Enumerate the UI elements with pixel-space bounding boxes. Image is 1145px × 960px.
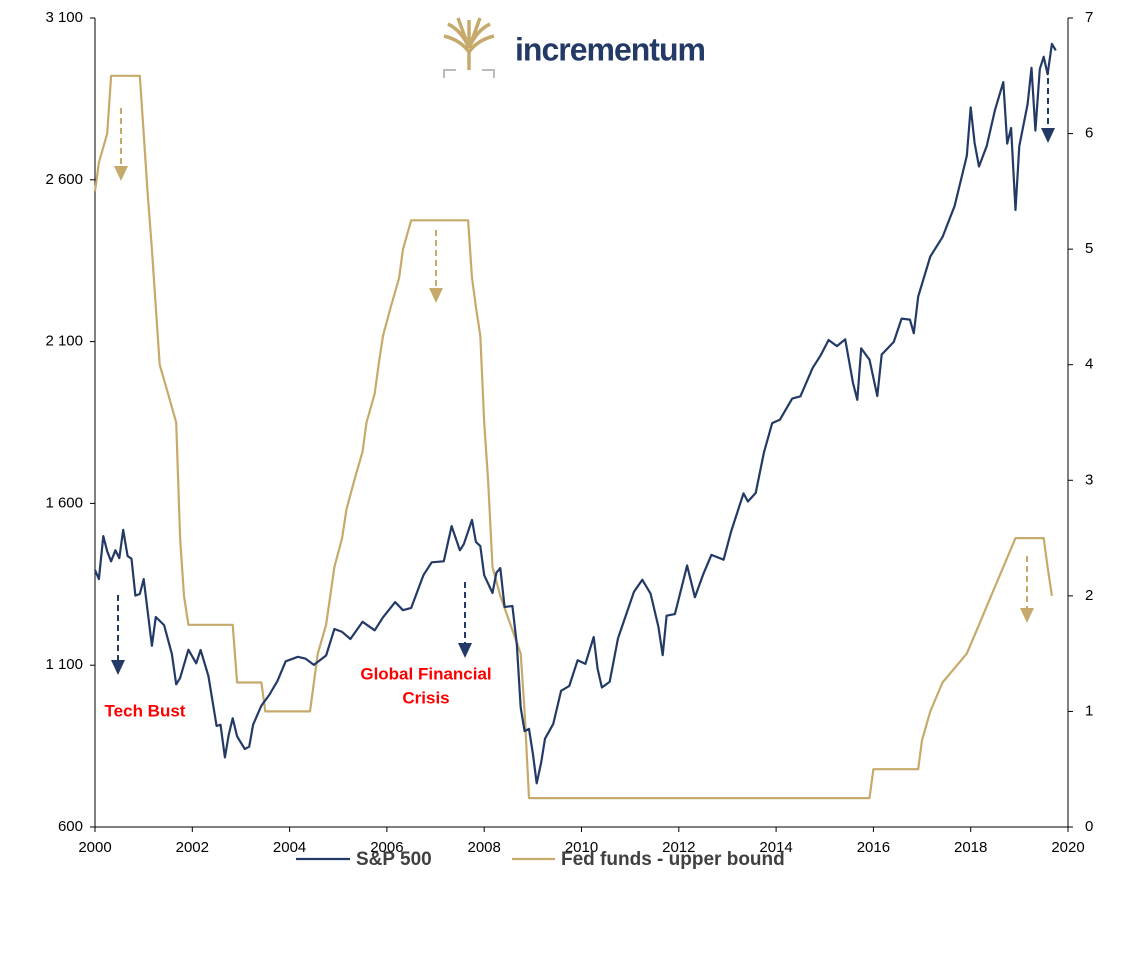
y-tick-label: 2 600 bbox=[45, 171, 83, 188]
y-tick-label: 3 100 bbox=[45, 9, 83, 26]
y2-tick-label: 6 bbox=[1085, 125, 1093, 142]
arrowhead bbox=[429, 288, 443, 303]
arrows bbox=[117, 68, 1049, 662]
annotation: Crisis bbox=[402, 688, 449, 707]
y2-tick-label: 4 bbox=[1085, 356, 1093, 373]
x-tick-label: 2020 bbox=[1051, 839, 1084, 856]
y-tick-label: 600 bbox=[58, 818, 83, 835]
x-tick-label: 2016 bbox=[857, 839, 890, 856]
x-tick-label: 2018 bbox=[954, 839, 987, 856]
arrowhead bbox=[1020, 608, 1034, 623]
annotation: Global Financial bbox=[360, 664, 491, 683]
arrowhead bbox=[111, 660, 125, 675]
x-tick-label: 2004 bbox=[273, 839, 306, 856]
y2-tick-label: 2 bbox=[1085, 587, 1093, 604]
x-tick-label: 2012 bbox=[662, 839, 695, 856]
legend-label: Fed funds - upper bound bbox=[561, 849, 785, 870]
arrowheads bbox=[111, 128, 1055, 675]
arrowhead bbox=[114, 166, 128, 181]
y-tick-label: 1 100 bbox=[45, 656, 83, 673]
annotation: Tech Bust bbox=[105, 701, 186, 720]
x-tick-label: 2002 bbox=[176, 839, 209, 856]
logo-frame bbox=[443, 69, 495, 78]
series-line bbox=[93, 42, 1057, 785]
series-line bbox=[93, 74, 1053, 800]
x-tick-label: 2006 bbox=[370, 839, 403, 856]
y2-tick-label: 5 bbox=[1085, 240, 1093, 257]
arrowhead bbox=[1041, 128, 1055, 143]
y-tick-label: 2 100 bbox=[45, 333, 83, 350]
y2-tick-label: 7 bbox=[1085, 9, 1093, 26]
logo: incrementum bbox=[443, 17, 706, 78]
y2-tick-label: 3 bbox=[1085, 471, 1093, 488]
logo-icon bbox=[443, 17, 495, 70]
logo-text: incrementum bbox=[515, 31, 705, 67]
y2-tick-label: 0 bbox=[1085, 818, 1093, 835]
legend-label: S&P 500 bbox=[356, 849, 432, 870]
x-tick-label: 2010 bbox=[565, 839, 598, 856]
y-tick-label: 1 600 bbox=[45, 494, 83, 511]
x-tick-label: 2008 bbox=[468, 839, 501, 856]
x-tick-label: 2014 bbox=[759, 839, 792, 856]
x-tick-label: 2000 bbox=[78, 839, 111, 856]
arrowhead bbox=[458, 643, 472, 658]
y2-tick-label: 1 bbox=[1085, 702, 1093, 719]
